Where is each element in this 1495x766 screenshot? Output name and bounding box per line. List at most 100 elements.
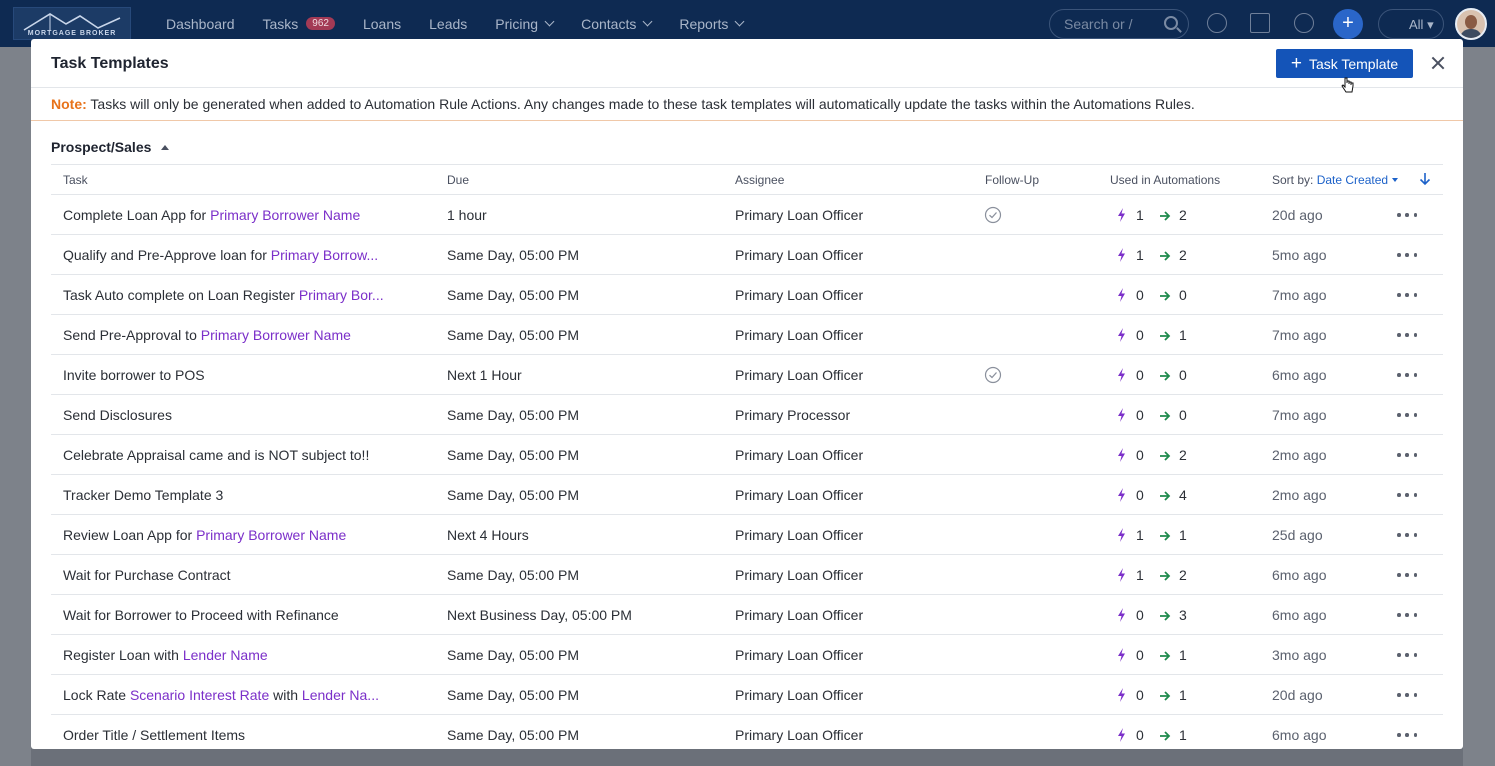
more-actions-icon[interactable] [1397,365,1417,385]
trigger-count[interactable]: 0 [1136,447,1144,463]
nav-item-leads[interactable]: Leads [429,16,467,32]
table-row[interactable]: Send Disclosures Same Day, 05:00 PM Primar… [51,395,1443,435]
task-name[interactable]: Lock Rate Scenario Interest Rate with Le… [63,687,408,703]
table-row[interactable]: Send Pre-Approval to Primary Borrower Na… [51,315,1443,355]
more-actions-icon[interactable] [1397,445,1417,465]
action-count[interactable]: 2 [1179,247,1187,263]
task-name[interactable]: Send Pre-Approval to Primary Borrower Na… [63,327,408,343]
more-actions-icon[interactable] [1397,325,1417,345]
column-header-used-in-automations[interactable]: Used in Automations [1110,173,1221,187]
action-count[interactable]: 0 [1179,407,1187,423]
trigger-count[interactable]: 0 [1136,687,1144,703]
task-name[interactable]: Review Loan App for Primary Borrower Nam… [63,527,408,543]
more-actions-icon[interactable] [1397,285,1417,305]
table-row[interactable]: Order Title / Settlement Items Same Day, … [51,715,1443,749]
due-value: Same Day, 05:00 PM [447,407,580,423]
company-logo[interactable]: MORTGAGE BROKER [13,7,131,40]
table-row[interactable]: Qualify and Pre-Approve loan for Primary… [51,235,1443,275]
table-row[interactable]: Task Auto complete on Loan Register Prim… [51,275,1443,315]
quick-add-button[interactable]: + [1333,9,1363,39]
section-toggle-prospect-sales[interactable]: Prospect/Sales [51,139,170,155]
table-row[interactable]: Wait for Purchase Contract Same Day, 05:0… [51,555,1443,595]
action-count[interactable]: 2 [1179,207,1187,223]
action-count[interactable]: 2 [1179,567,1187,583]
nav-item-dashboard[interactable]: Dashboard [166,16,235,32]
trigger-count[interactable]: 0 [1136,287,1144,303]
broadcast-icon[interactable] [1207,13,1227,33]
trigger-count[interactable]: 1 [1136,527,1144,543]
automation-action-arrow-icon [1159,289,1171,301]
task-name[interactable]: Celebrate Appraisal came and is NOT subj… [63,447,408,463]
more-actions-icon[interactable] [1397,565,1417,585]
task-name[interactable]: Complete Loan App for Primary Borrower N… [63,207,408,223]
table-row[interactable]: Lock Rate Scenario Interest Rate with Le… [51,675,1443,715]
table-row[interactable]: Register Loan with Lender Name Same Day, … [51,635,1443,675]
trigger-count[interactable]: 1 [1136,247,1144,263]
more-actions-icon[interactable] [1397,645,1417,665]
action-count[interactable]: 1 [1179,527,1187,543]
task-name[interactable]: Qualify and Pre-Approve loan for Primary… [63,247,408,263]
action-count[interactable]: 1 [1179,727,1187,743]
trigger-count[interactable]: 1 [1136,567,1144,583]
help-icon[interactable] [1294,13,1314,33]
scope-selector[interactable]: All ▾ [1378,9,1444,39]
table-row[interactable]: Complete Loan App for Primary Borrower N… [51,195,1443,235]
action-count[interactable]: 0 [1179,287,1187,303]
more-actions-icon[interactable] [1397,245,1417,265]
action-count[interactable]: 1 [1179,647,1187,663]
trigger-count[interactable]: 0 [1136,607,1144,623]
bank-icon[interactable] [1250,13,1270,33]
action-count[interactable]: 1 [1179,687,1187,703]
more-actions-icon[interactable] [1397,525,1417,545]
table-row[interactable]: Wait for Borrower to Proceed with Refina… [51,595,1443,635]
user-avatar[interactable] [1455,8,1487,40]
sort-direction-arrow-icon[interactable] [1419,172,1431,186]
action-count[interactable]: 2 [1179,447,1187,463]
task-name[interactable]: Task Auto complete on Loan Register Prim… [63,287,408,303]
more-actions-icon[interactable] [1397,405,1417,425]
column-header-followup[interactable]: Follow-Up [985,173,1040,187]
nav-item-contacts[interactable]: Contacts [581,16,653,32]
table-row[interactable]: Invite borrower to POS Next 1 Hour Primary… [51,355,1443,395]
close-icon[interactable] [1428,53,1448,73]
action-count[interactable]: 0 [1179,367,1187,383]
column-header-task[interactable]: Task [63,173,88,187]
task-name[interactable]: Order Title / Settlement Items [63,727,408,743]
trigger-count[interactable]: 0 [1136,487,1144,503]
nav-item-pricing[interactable]: Pricing [495,16,555,32]
task-name[interactable]: Send Disclosures [63,407,408,423]
table-row[interactable]: Review Loan App for Primary Borrower Nam… [51,515,1443,555]
global-search-input[interactable]: Search or / [1049,9,1189,39]
task-name[interactable]: Invite borrower to POS [63,367,408,383]
trigger-count[interactable]: 0 [1136,647,1144,663]
trigger-count[interactable]: 0 [1136,327,1144,343]
task-name[interactable]: Wait for Purchase Contract [63,567,408,583]
column-header-assignee[interactable]: Assignee [735,173,785,187]
task-name[interactable]: Register Loan with Lender Name [63,647,408,663]
table-row[interactable]: Celebrate Appraisal came and is NOT subj… [51,435,1443,475]
automation-action-arrow-icon [1159,489,1171,501]
trigger-count[interactable]: 1 [1136,207,1144,223]
trigger-count[interactable]: 0 [1136,727,1144,743]
task-name[interactable]: Wait for Borrower to Proceed with Refina… [63,607,408,623]
add-task-template-button[interactable]: + Task Template [1276,49,1413,78]
nav-item-tasks[interactable]: Tasks 962 [263,16,335,32]
task-name[interactable]: Tracker Demo Template 3 [63,487,408,503]
more-actions-icon[interactable] [1397,725,1417,745]
column-header-due[interactable]: Due [447,173,470,187]
sort-field-dropdown[interactable]: Date Created [1317,173,1399,187]
action-count[interactable]: 4 [1179,487,1187,503]
nav-item-reports[interactable]: Reports [679,16,745,32]
more-actions-icon[interactable] [1397,205,1417,225]
nav-item-loans[interactable]: Loans [363,16,401,32]
more-actions-icon[interactable] [1397,685,1417,705]
action-count[interactable]: 1 [1179,327,1187,343]
trigger-count[interactable]: 0 [1136,367,1144,383]
trigger-count[interactable]: 0 [1136,407,1144,423]
more-actions-icon[interactable] [1397,605,1417,625]
more-actions-icon[interactable] [1397,485,1417,505]
task-templates-modal: Task Templates + Task Template Note: Tas… [31,39,1463,749]
action-count[interactable]: 3 [1179,607,1187,623]
table-row[interactable]: Tracker Demo Template 3 Same Day, 05:00 P… [51,475,1443,515]
chevron-down-icon [544,16,555,27]
